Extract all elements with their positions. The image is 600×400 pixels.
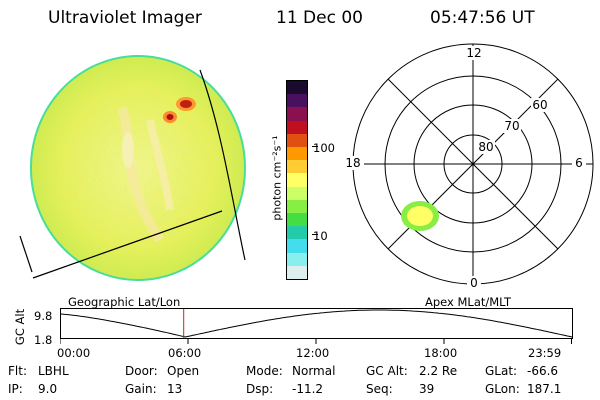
colorbar-band [287, 94, 307, 108]
limb-arc [19, 235, 33, 273]
altitude-timeline [60, 308, 573, 344]
gc-alt-min-label: 1.8 [34, 333, 53, 347]
info-value: Normal [292, 364, 336, 378]
info-label: IP: [8, 382, 23, 396]
lat-label-70: 70 [504, 119, 519, 133]
info-label: Seq: [366, 382, 393, 396]
info-label: Flt: [8, 364, 27, 378]
instrument-title: Ultraviolet Imager [48, 8, 202, 28]
lat-label-60: 60 [532, 98, 547, 112]
info-label: GLat: [485, 364, 518, 378]
info-value: 2.2 Re [419, 364, 458, 378]
aurora-hotspot [163, 97, 196, 123]
mlt-label-18: 18 [345, 156, 360, 170]
info-label: Door: [125, 364, 158, 378]
polar-aurora-spot [401, 201, 439, 231]
info-label: GLon: [485, 382, 520, 396]
colorbar-band [287, 186, 307, 200]
colorbar-band [287, 173, 307, 187]
colorbar-band [287, 199, 307, 214]
x-tick-2359: 23:59 [528, 346, 562, 360]
info-value: -66.6 [527, 364, 559, 378]
terminator-line [199, 69, 246, 261]
info-value: 39 [419, 382, 435, 396]
colorbar-band [287, 252, 307, 266]
mlt-label-12: 12 [466, 46, 481, 60]
colorbar-tick-10: 10 [313, 229, 328, 243]
colorbar-band [287, 147, 307, 161]
info-value: 187.1 [527, 382, 562, 396]
apex-mlat-mlt-title: Apex MLat/MLT [425, 295, 512, 309]
colorbar-band [287, 81, 307, 95]
date-label: 11 Dec 00 [276, 8, 363, 28]
auroral-image [19, 55, 246, 281]
info-label: Gain: [125, 382, 157, 396]
info-value: Open [167, 364, 200, 378]
info-value: -11.2 [292, 382, 324, 396]
polar-plot: 12 18 6 0 80 70 60 [342, 43, 594, 290]
geographic-latlon-title: Geographic Lat/Lon [68, 295, 181, 309]
x-tick-0000: 00:00 [57, 346, 91, 360]
info-label: Mode: [246, 364, 283, 378]
info-label: GC Alt: [366, 364, 408, 378]
colorbar-band [287, 133, 307, 148]
x-tick-1200: 12:00 [296, 346, 330, 360]
mlt-label-0: 0 [470, 276, 478, 290]
earth-disk [30, 55, 246, 281]
info-value: 9.0 [38, 382, 58, 396]
colorbar-band [287, 160, 307, 174]
x-tick-0600: 06:00 [168, 346, 202, 360]
colorbar-band [287, 226, 307, 240]
colorbar-unit-label: photon cm⁻²s⁻¹ [270, 135, 284, 221]
time-label: 05:47:56 UT [430, 8, 535, 28]
colorbar-band [287, 265, 307, 280]
colorbar-band [287, 120, 307, 134]
info-label: Dsp: [246, 382, 274, 396]
gc-alt-axis-title: GC Alt [13, 308, 27, 346]
colorbar-band [287, 107, 307, 121]
info-value: LBHL [38, 364, 69, 378]
info-value: 13 [167, 382, 183, 396]
mlt-label-6: 6 [575, 156, 583, 170]
geographic-line [32, 210, 223, 279]
x-tick-1800: 18:00 [424, 346, 458, 360]
color-bar [286, 80, 308, 280]
colorbar-tick-100: 100 [313, 141, 335, 155]
lat-label-80: 80 [478, 140, 493, 154]
gc-alt-max-label: 9.8 [34, 309, 53, 323]
colorbar-band [287, 239, 307, 253]
colorbar-band [287, 213, 307, 227]
